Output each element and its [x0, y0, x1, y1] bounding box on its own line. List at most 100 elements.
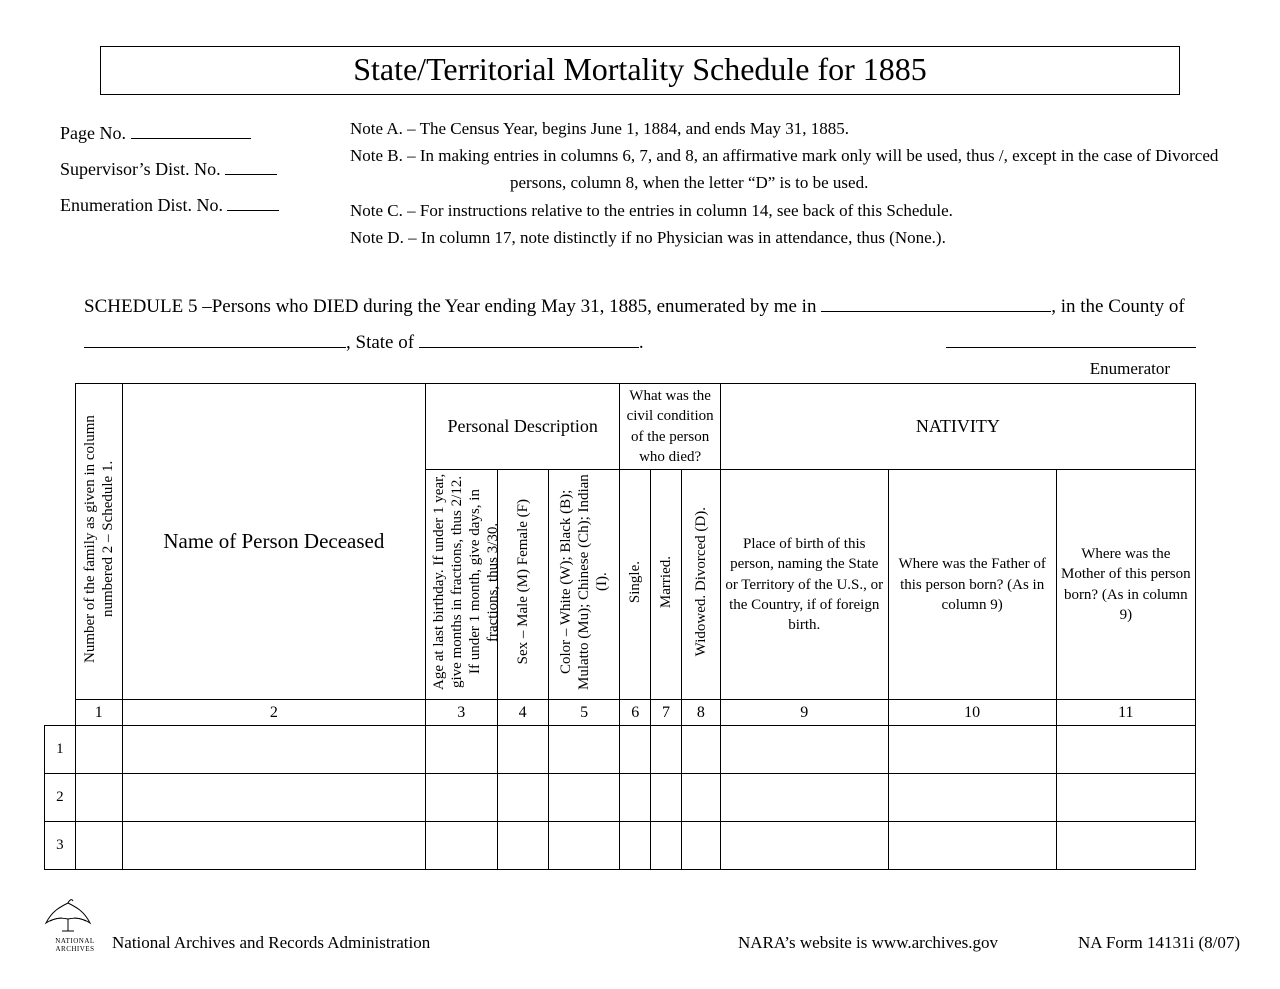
table-cell	[620, 726, 651, 774]
schedule-blank-place	[821, 295, 1051, 312]
enum-dist-label: Enumeration Dist. No.	[60, 195, 223, 215]
col7-header: Married.	[651, 470, 682, 700]
col8-header: Widowed. Divorced (D).	[681, 470, 720, 700]
schedule-line1b: , in the County of	[1051, 296, 1185, 317]
col5-header-text: Color – White (W); Black (B); Mulatto (M…	[557, 472, 611, 692]
group-civil-condition: What was the civil condition of the pers…	[620, 384, 720, 470]
page-no-blank	[131, 123, 251, 139]
table-cell	[888, 774, 1056, 822]
table-cell	[651, 726, 682, 774]
col9-header: Place of birth of this person, naming th…	[720, 470, 888, 700]
column-number: 11	[1056, 700, 1195, 726]
col7-header-text: Married.	[657, 556, 675, 608]
notes-block: Note A. – The Census Year, begins June 1…	[350, 115, 1220, 251]
note-b-line2: persons, column 8, when the letter “D” i…	[350, 169, 1220, 196]
schedule-statement: SCHEDULE 5 –Persons who DIED during the …	[40, 289, 1240, 361]
table-cell	[548, 726, 620, 774]
table-cell	[122, 726, 425, 774]
table-cell	[651, 774, 682, 822]
enumerator-sig-line	[946, 325, 1196, 361]
note-a: Note A. – The Census Year, begins June 1…	[350, 115, 1220, 142]
document-title: State/Territorial Mortality Schedule for…	[100, 46, 1180, 95]
table-cell	[888, 822, 1056, 870]
column-number: 4	[497, 700, 548, 726]
note-c: Note C. – For instructions relative to t…	[350, 197, 1220, 224]
table-row: 2	[45, 774, 1196, 822]
schedule-line2b: , State of	[346, 332, 419, 353]
enumerator-blank	[946, 331, 1196, 348]
schedule-line1: SCHEDULE 5 –Persons who DIED during the …	[84, 289, 1196, 325]
col4-header-text: Sex – Male (M) Female (F)	[514, 499, 532, 664]
group-nativity: NATIVITY	[720, 384, 1195, 470]
table-cell	[75, 822, 122, 870]
corner-blank	[45, 384, 76, 700]
page-no-field: Page No.	[60, 115, 350, 151]
column-number: 10	[888, 700, 1056, 726]
table-cell	[548, 822, 620, 870]
column-number: 3	[425, 700, 497, 726]
page-footer: NATIONAL ARCHIVES National Archives and …	[40, 897, 1240, 953]
col5-header: Color – White (W); Black (B); Mulatto (M…	[548, 470, 620, 700]
table-cell	[720, 822, 888, 870]
schedule-line1a: SCHEDULE 5 –Persons who DIED during the …	[84, 296, 821, 317]
note-b-line1: Note B. – In making entries in columns 6…	[350, 142, 1220, 169]
supervisor-dist-blank	[225, 159, 277, 175]
col3-header-text: Age at last birthday. If under 1 year, g…	[430, 472, 502, 692]
nara-logo-caption: NATIONAL ARCHIVES	[40, 937, 110, 953]
col6-header: Single.	[620, 470, 651, 700]
enum-dist-field: Enumeration Dist. No.	[60, 187, 350, 223]
table-cell	[620, 774, 651, 822]
col3-header: Age at last birthday. If under 1 year, g…	[425, 470, 497, 700]
col11-header: Where was the Mother of this person born…	[1056, 470, 1195, 700]
table-row: 1	[45, 726, 1196, 774]
table-cell	[497, 774, 548, 822]
table-cell	[681, 726, 720, 774]
nara-logo: NATIONAL ARCHIVES	[40, 897, 110, 953]
table-cell	[651, 822, 682, 870]
table-cell	[497, 726, 548, 774]
table-cell	[497, 822, 548, 870]
enumerator-label: Enumerator	[40, 359, 1240, 379]
meta-and-notes: Page No. Supervisor’s Dist. No. Enumerat…	[40, 115, 1240, 251]
column-number: 8	[681, 700, 720, 726]
table-cell	[75, 774, 122, 822]
table-cell	[1056, 822, 1195, 870]
note-d: Note D. – In column 17, note distinctly …	[350, 224, 1220, 251]
table-cell	[425, 822, 497, 870]
schedule-line2c: .	[639, 332, 644, 353]
column-number: 9	[720, 700, 888, 726]
table-cell	[75, 726, 122, 774]
col2-header: Name of Person Deceased	[122, 384, 425, 700]
col8-header-text: Widowed. Divorced (D).	[692, 507, 710, 656]
mortality-table: Number of the family as given in column …	[44, 383, 1196, 870]
group-personal-description: Personal Description	[425, 384, 620, 470]
row-number: 2	[45, 774, 76, 822]
table-cell	[720, 774, 888, 822]
table-cell	[681, 774, 720, 822]
eagle-icon	[40, 897, 96, 937]
table-cell	[122, 822, 425, 870]
row-number: 1	[45, 726, 76, 774]
supervisor-dist-field: Supervisor’s Dist. No.	[60, 151, 350, 187]
schedule-line2: , State of .	[84, 325, 644, 361]
col10-header: Where was the Father of this person born…	[888, 470, 1056, 700]
table-cell	[888, 726, 1056, 774]
schedule-blank-county	[84, 331, 346, 348]
supervisor-dist-label: Supervisor’s Dist. No.	[60, 159, 221, 179]
table-row: 3	[45, 822, 1196, 870]
table-cell	[720, 726, 888, 774]
table-cell	[681, 822, 720, 870]
table-cell	[425, 726, 497, 774]
row-number: 3	[45, 822, 76, 870]
col6-header-text: Single.	[626, 561, 644, 603]
table-cell	[1056, 726, 1195, 774]
table-cell	[1056, 774, 1195, 822]
schedule-blank-state	[419, 331, 639, 348]
table-cell	[548, 774, 620, 822]
column-number: 5	[548, 700, 620, 726]
meta-fields: Page No. Supervisor’s Dist. No. Enumerat…	[60, 115, 350, 251]
column-number: 1	[75, 700, 122, 726]
col4-header: Sex – Male (M) Female (F)	[497, 470, 548, 700]
footer-form-id: NA Form 14131i (8/07)	[998, 933, 1240, 953]
table-cell	[425, 774, 497, 822]
